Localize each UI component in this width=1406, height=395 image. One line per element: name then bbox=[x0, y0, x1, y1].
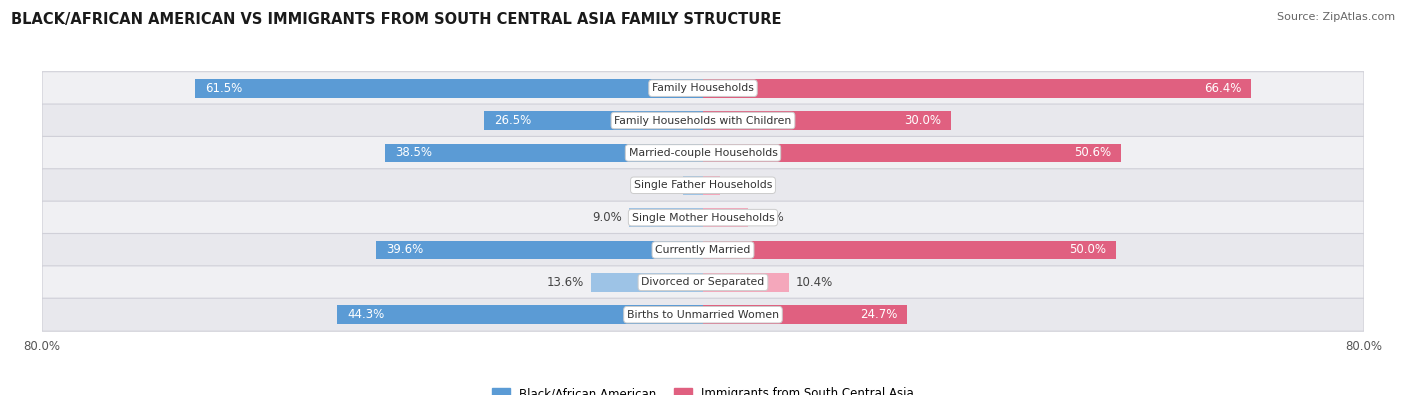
Text: Divorced or Separated: Divorced or Separated bbox=[641, 277, 765, 287]
Bar bbox=[375, 241, 703, 260]
Text: 9.0%: 9.0% bbox=[592, 211, 621, 224]
Bar bbox=[703, 143, 1121, 162]
FancyBboxPatch shape bbox=[42, 104, 1364, 137]
FancyBboxPatch shape bbox=[42, 169, 1364, 202]
Bar bbox=[703, 305, 907, 324]
Text: 30.0%: 30.0% bbox=[904, 114, 941, 127]
Text: Family Households with Children: Family Households with Children bbox=[614, 116, 792, 126]
Bar bbox=[484, 111, 703, 130]
Text: 2.4%: 2.4% bbox=[647, 179, 676, 192]
Text: 5.4%: 5.4% bbox=[754, 211, 785, 224]
Bar bbox=[337, 305, 703, 324]
Bar bbox=[385, 143, 703, 162]
FancyBboxPatch shape bbox=[42, 266, 1364, 299]
Text: 38.5%: 38.5% bbox=[395, 147, 432, 160]
Text: 2.0%: 2.0% bbox=[725, 179, 756, 192]
FancyBboxPatch shape bbox=[42, 71, 1364, 105]
Text: 24.7%: 24.7% bbox=[859, 308, 897, 321]
Text: 50.0%: 50.0% bbox=[1069, 243, 1107, 256]
FancyBboxPatch shape bbox=[42, 136, 1364, 169]
Text: 50.6%: 50.6% bbox=[1074, 147, 1111, 160]
Text: 44.3%: 44.3% bbox=[347, 308, 384, 321]
FancyBboxPatch shape bbox=[42, 233, 1364, 267]
Text: 13.6%: 13.6% bbox=[547, 276, 583, 289]
Text: 66.4%: 66.4% bbox=[1204, 82, 1241, 95]
Bar bbox=[683, 176, 703, 195]
Bar bbox=[195, 79, 703, 98]
Bar bbox=[703, 79, 1251, 98]
Text: Family Households: Family Households bbox=[652, 83, 754, 93]
FancyBboxPatch shape bbox=[42, 201, 1364, 234]
Text: 61.5%: 61.5% bbox=[205, 82, 242, 95]
Text: Single Father Households: Single Father Households bbox=[634, 180, 772, 190]
Text: 39.6%: 39.6% bbox=[385, 243, 423, 256]
Text: Married-couple Households: Married-couple Households bbox=[628, 148, 778, 158]
Text: BLACK/AFRICAN AMERICAN VS IMMIGRANTS FROM SOUTH CENTRAL ASIA FAMILY STRUCTURE: BLACK/AFRICAN AMERICAN VS IMMIGRANTS FRO… bbox=[11, 12, 782, 27]
Bar bbox=[703, 208, 748, 227]
Bar bbox=[703, 273, 789, 292]
Text: 26.5%: 26.5% bbox=[494, 114, 531, 127]
Bar bbox=[591, 273, 703, 292]
Text: Births to Unmarried Women: Births to Unmarried Women bbox=[627, 310, 779, 320]
Bar bbox=[703, 176, 720, 195]
Bar bbox=[703, 111, 950, 130]
Text: Source: ZipAtlas.com: Source: ZipAtlas.com bbox=[1277, 12, 1395, 22]
Text: Single Mother Households: Single Mother Households bbox=[631, 213, 775, 223]
FancyBboxPatch shape bbox=[42, 298, 1364, 331]
Bar bbox=[628, 208, 703, 227]
Text: 10.4%: 10.4% bbox=[796, 276, 832, 289]
Legend: Black/African American, Immigrants from South Central Asia: Black/African American, Immigrants from … bbox=[488, 383, 918, 395]
Bar bbox=[703, 241, 1116, 260]
Text: Currently Married: Currently Married bbox=[655, 245, 751, 255]
